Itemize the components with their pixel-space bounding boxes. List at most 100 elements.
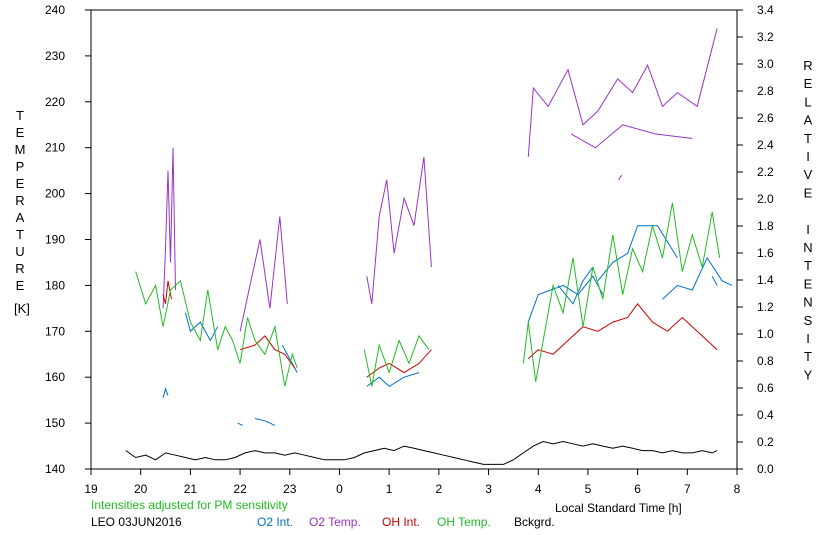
series-segment	[237, 422, 243, 426]
series-segment	[363, 334, 430, 387]
y-right-tick-label: 1.2	[757, 300, 774, 314]
axis-letter: P	[16, 159, 25, 174]
x-tick-label: 2	[436, 482, 443, 496]
series-segment	[162, 280, 172, 304]
y-right-tick-label: 3.0	[757, 57, 774, 71]
y-right-tick-label: 1.0	[757, 327, 774, 341]
y-left-tick-label: 180	[45, 278, 65, 292]
axis-letter: E	[804, 76, 813, 91]
axis-letter: E	[804, 276, 813, 291]
x-tick-label: 20	[134, 482, 148, 496]
x-axis-label: Local Standard Time [h]	[555, 501, 682, 515]
series-segment	[527, 302, 718, 360]
axis-letter: T	[804, 258, 812, 273]
y-right-tick-label: 0.6	[757, 381, 774, 395]
axis-letter: A	[804, 113, 813, 128]
legend-item: Bckgrd.	[514, 515, 555, 529]
x-tick-label: 4	[535, 482, 542, 496]
y-left-tick-label: 210	[45, 141, 65, 155]
y-axis-left-unit: [K]	[14, 301, 30, 316]
y-right-tick-label: 2.4	[757, 138, 774, 152]
y-right-tick-label: 2.8	[757, 84, 774, 98]
y-left-tick-label: 140	[45, 462, 65, 476]
series-segment	[254, 418, 276, 426]
y-axis-right: 0.0 0.2 0.4 0.6 0.8 1.0 1.2 1.4 1.6 1.8 2.0 2.2 2.4 2…	[737, 3, 774, 476]
axis-letter: I	[806, 331, 810, 346]
x-tick-label: 3	[485, 482, 492, 496]
y-right-tick-label: 1.4	[757, 273, 774, 287]
y-right-tick-label: 3.2	[757, 30, 774, 44]
x-tick-label: 1	[386, 482, 393, 496]
axis-letter: T	[804, 349, 812, 364]
y-left-tick-label: 170	[45, 324, 65, 338]
x-tick-label: 22	[233, 482, 247, 496]
series-segment	[135, 271, 298, 387]
series-segment	[662, 256, 733, 300]
axis-letter: U	[15, 244, 24, 259]
series-segment	[366, 372, 420, 388]
legend-item: O2 Int.	[257, 515, 294, 529]
x-tick-label: 8	[734, 482, 741, 496]
y-right-tick-label: 0.8	[757, 354, 774, 368]
legend-item: OH Int.	[382, 515, 421, 529]
series-segment	[162, 147, 176, 309]
series-segment	[570, 124, 693, 149]
axis-letter: N	[803, 240, 812, 255]
axis-letter: R	[15, 193, 24, 208]
series-segment	[281, 344, 298, 373]
y-left-tick-label: 160	[45, 370, 65, 384]
series-segment	[711, 275, 718, 286]
y-axis-left: 140 150 160 170 180 190 200 210 220 230 240	[45, 3, 91, 476]
series-segment	[184, 312, 219, 342]
series-segment	[162, 387, 169, 399]
series-segment	[527, 275, 604, 323]
x-tick-label: 5	[585, 482, 592, 496]
legend-item: OH Temp.	[437, 515, 491, 529]
series-segment	[618, 174, 623, 181]
y-right-tick-label: 0.2	[757, 435, 774, 449]
y-right-tick-label: 3.4	[757, 3, 774, 17]
axis-letter: R	[803, 58, 812, 73]
axis-letter: A	[16, 210, 25, 225]
axis-letter: T	[16, 227, 24, 242]
y-right-tick-label: 0.0	[757, 462, 774, 476]
series-segment	[366, 349, 432, 378]
y-right-tick-label: 0.4	[757, 408, 774, 422]
series-segment	[239, 216, 288, 332]
axis-letter: E	[804, 185, 813, 200]
adjustment-note: Intensities adjusted for PM sensitivity	[91, 498, 288, 512]
x-tick-label: 21	[184, 482, 198, 496]
y-left-tick-label: 190	[45, 233, 65, 247]
axis-letter: M	[15, 142, 26, 157]
axis-letter: T	[804, 131, 812, 146]
series-oh-temp	[135, 202, 721, 387]
y-left-tick-label: 240	[45, 3, 65, 17]
axis-letter: V	[804, 167, 813, 182]
axis-letter: I	[806, 222, 810, 237]
y-right-tick-label: 2.2	[757, 165, 774, 179]
series-segment	[125, 440, 718, 465]
y-right-tick-label: 1.6	[757, 246, 774, 260]
series-bckgrd	[125, 440, 718, 465]
axis-letter: E	[16, 176, 25, 191]
axis-letter: Y	[804, 367, 813, 382]
station-date: LEO 03JUN2016	[91, 515, 182, 529]
axis-letter: L	[804, 94, 811, 109]
y-right-tick-label: 1.8	[757, 219, 774, 233]
y-left-tick-label: 220	[45, 95, 65, 109]
axis-letter: T	[16, 108, 24, 123]
y-right-tick-label: 2.0	[757, 192, 774, 206]
x-tick-label: 7	[684, 482, 691, 496]
x-tick-label: 23	[283, 482, 297, 496]
series-segment	[239, 335, 296, 369]
series-segment	[597, 225, 678, 282]
x-tick-label: 6	[634, 482, 641, 496]
series-oh-int	[162, 280, 718, 378]
axis-letter: E	[16, 125, 25, 140]
axis-letter: N	[803, 295, 812, 310]
x-axis: 19 20 21 22 23 0 1 2 3 4 5 6 7 8	[84, 469, 741, 496]
axis-letter: I	[806, 149, 810, 164]
